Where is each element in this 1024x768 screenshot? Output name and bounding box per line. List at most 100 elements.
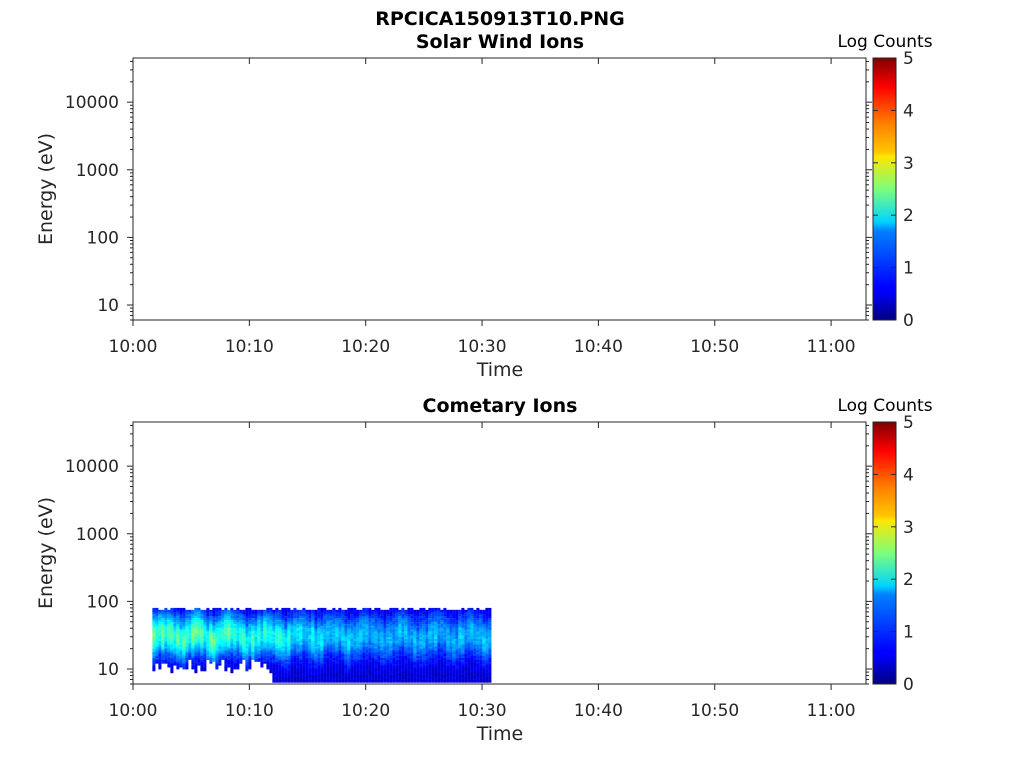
heatmap-cell <box>452 642 456 645</box>
heatmap-cell <box>335 663 339 666</box>
heatmap-cell <box>332 666 336 670</box>
heatmap-cell <box>401 630 405 634</box>
heatmap-cell <box>179 625 183 628</box>
heatmap-cell <box>323 640 327 643</box>
heatmap-cell <box>224 638 228 641</box>
heatmap-cell <box>332 647 336 651</box>
heatmap-cell <box>209 644 213 647</box>
heatmap-cell <box>170 644 174 647</box>
heatmap-cell <box>221 611 225 615</box>
heatmap-cell <box>407 653 411 657</box>
heatmap-cell <box>401 655 405 658</box>
heatmap-cell <box>401 646 405 649</box>
heatmap-cell <box>341 659 345 662</box>
heatmap-cell <box>251 611 255 615</box>
heatmap-cell <box>401 623 405 626</box>
heatmap-cell <box>380 617 384 620</box>
heatmap-cell <box>395 676 399 679</box>
heatmap-cell <box>464 672 468 676</box>
heatmap-cell <box>344 623 348 626</box>
heatmap-cell <box>422 607 426 611</box>
heatmap-cell <box>245 651 249 655</box>
heatmap-cell <box>206 651 210 655</box>
heatmap-cell <box>206 638 210 641</box>
heatmap-cell <box>248 607 252 611</box>
heatmap-cell <box>188 644 192 647</box>
heatmap-cell <box>449 653 453 657</box>
heatmap-cell <box>281 621 285 624</box>
heatmap-cell <box>407 661 411 664</box>
heatmap-cell <box>434 659 438 662</box>
heatmap-cell <box>368 651 372 655</box>
heatmap-cell <box>458 649 462 653</box>
heatmap-cell <box>224 619 228 622</box>
heatmap-cell <box>179 655 183 658</box>
heatmap-cell <box>287 611 291 615</box>
heatmap-cell <box>440 680 444 683</box>
heatmap-cell <box>305 640 309 643</box>
heatmap-cell <box>428 609 432 613</box>
heatmap-cell <box>398 613 402 617</box>
heatmap-cell <box>377 647 381 651</box>
heatmap-cell <box>329 613 333 617</box>
heatmap-cell <box>461 630 465 634</box>
heatmap-cell <box>284 646 288 649</box>
heatmap-cell <box>398 661 402 664</box>
heatmap-cell <box>311 661 315 664</box>
heatmap-cell <box>488 644 492 647</box>
heatmap-cell <box>305 625 309 628</box>
heatmap-cell <box>230 665 234 668</box>
heatmap-cell <box>488 647 492 651</box>
heatmap-cell <box>203 651 207 655</box>
heatmap-cell <box>305 668 309 672</box>
heatmap-cell <box>422 621 426 624</box>
heatmap-cell <box>434 672 438 676</box>
heatmap-cell <box>338 672 342 676</box>
heatmap-cell <box>470 646 474 649</box>
heatmap-cell <box>374 651 378 655</box>
heatmap-cell <box>284 623 288 626</box>
heatmap-cell <box>359 623 363 626</box>
heatmap-cell <box>185 646 189 649</box>
heatmap-cell <box>422 651 426 655</box>
heatmap-cell <box>182 647 186 651</box>
heatmap-cell <box>170 646 174 649</box>
heatmap-cell <box>479 665 483 668</box>
heatmap-cell <box>338 636 342 639</box>
heatmap-cell <box>488 634 492 638</box>
colorbar-tick-label: 0 <box>903 311 914 331</box>
heatmap-cell <box>266 653 270 657</box>
heatmap-cell <box>425 674 429 677</box>
heatmap-cell <box>218 625 222 628</box>
heatmap-cell <box>230 649 234 653</box>
heatmap-cell <box>182 634 186 638</box>
heatmap-cell <box>461 672 465 676</box>
heatmap-cell <box>449 657 453 660</box>
heatmap-cell <box>398 617 402 620</box>
heatmap-cell <box>353 625 357 628</box>
heatmap-cell <box>377 621 381 624</box>
heatmap-cell <box>311 653 315 657</box>
heatmap-cell <box>392 672 396 676</box>
heatmap-cell <box>323 646 327 649</box>
heatmap-cell <box>470 630 474 634</box>
heatmap-cell <box>377 628 381 632</box>
heatmap-cell <box>317 647 321 651</box>
heatmap-cell <box>233 661 237 664</box>
heatmap-cell <box>311 680 315 683</box>
heatmap-cell <box>284 607 288 611</box>
heatmap-cell <box>446 653 450 657</box>
heatmap-cell <box>158 665 162 668</box>
heatmap-cell <box>158 663 162 666</box>
heatmap-cell <box>482 665 486 668</box>
heatmap-cell <box>428 647 432 651</box>
heatmap-cell <box>338 638 342 641</box>
heatmap-cell <box>443 670 447 674</box>
heatmap-cell <box>329 647 333 651</box>
heatmap-cell <box>371 678 375 681</box>
heatmap-cell <box>248 615 252 618</box>
heatmap-cell <box>347 680 351 683</box>
heatmap-cell <box>215 628 219 632</box>
heatmap-cell <box>206 628 210 632</box>
heatmap-cell <box>332 619 336 622</box>
